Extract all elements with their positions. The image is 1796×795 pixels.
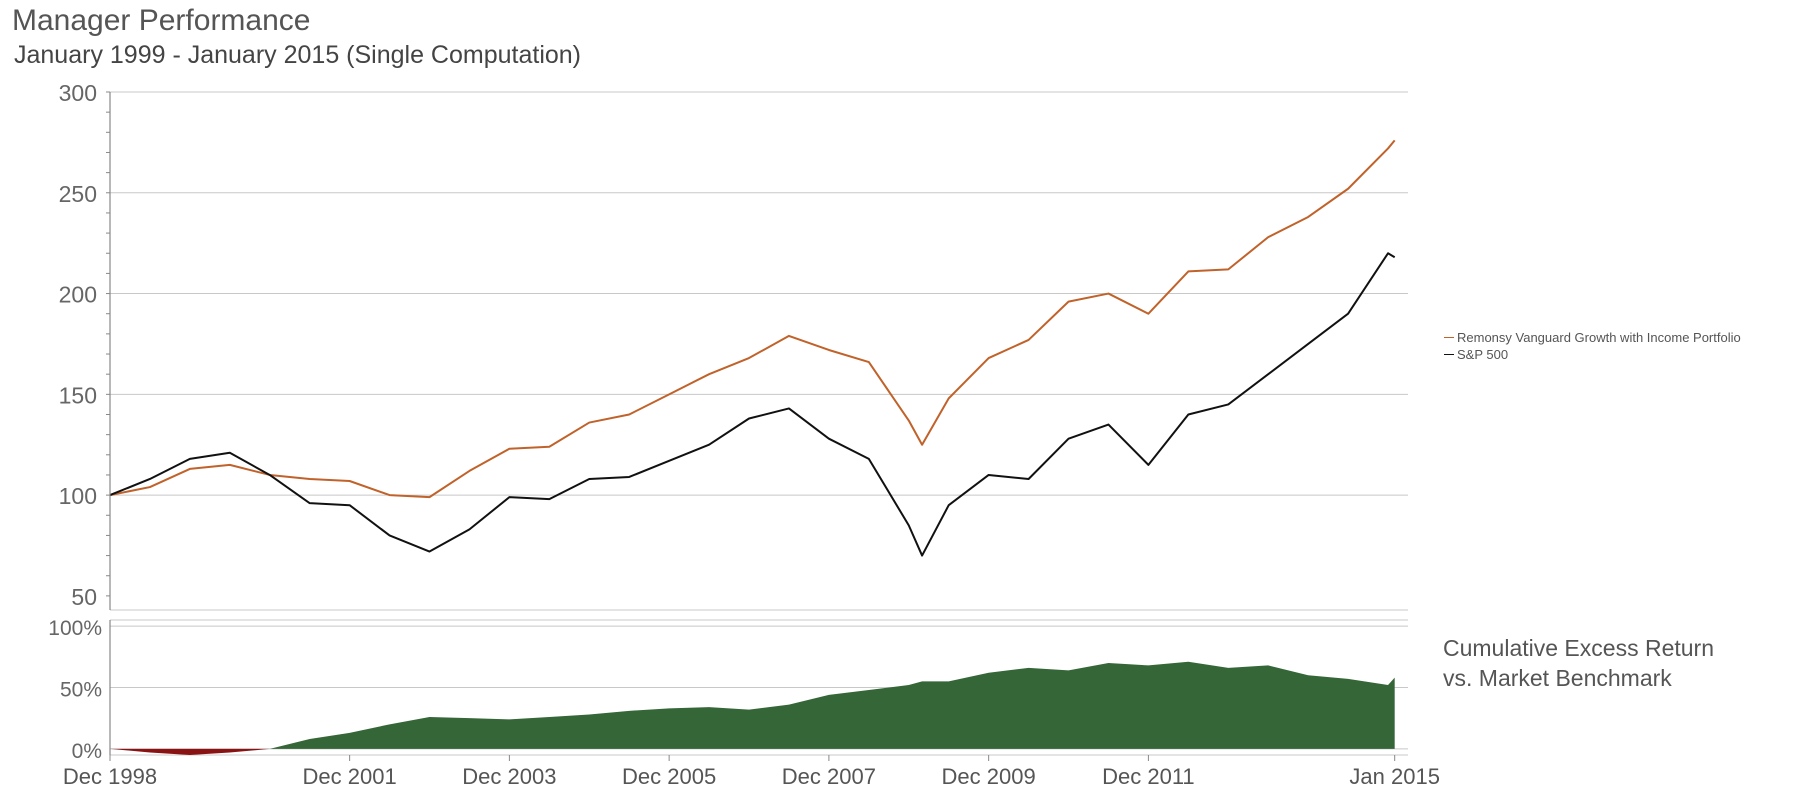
legend-item-portfolio[interactable]: Remonsy Vanguard Growth with Income Port… bbox=[1444, 329, 1741, 346]
series-line-portfolio bbox=[109, 139, 1396, 499]
xtick-label-3: Dec 2005 bbox=[622, 764, 716, 789]
excess-ytick-label-100: 100% bbox=[48, 617, 102, 640]
legend-swatch-portfolio bbox=[1444, 337, 1454, 338]
ytick-label-50: 50 bbox=[71, 584, 97, 610]
ytick-label-200: 200 bbox=[59, 282, 97, 308]
xtick-label-1: Dec 2001 bbox=[303, 764, 397, 789]
legend-label-sp500: S&P 500 bbox=[1457, 347, 1509, 362]
excess-area-positive bbox=[110, 661, 1395, 749]
chart-subtitle: January 1999 - January 2015 (Single Comp… bbox=[14, 41, 582, 69]
excess-ytick-label-50: 50% bbox=[60, 679, 102, 702]
legend: Remonsy Vanguard Growth with Income Port… bbox=[1444, 329, 1741, 363]
axes-group bbox=[106, 91, 1396, 761]
line-series-group bbox=[109, 139, 1396, 557]
excess-label-line2: vs. Market Benchmark bbox=[1443, 665, 1672, 691]
xtick-label-5: Dec 2009 bbox=[942, 764, 1036, 789]
ytick-label-150: 150 bbox=[59, 382, 97, 408]
ytick-label-250: 250 bbox=[59, 181, 97, 207]
main-gridlines bbox=[110, 91, 1408, 611]
excess-ytick-label-0: 0% bbox=[72, 740, 102, 763]
xtick-label-2: Dec 2003 bbox=[462, 764, 556, 789]
excess-area-negative bbox=[110, 748, 1395, 755]
legend-swatch-sp500 bbox=[1444, 354, 1454, 355]
xtick-label-6: Dec 2011 bbox=[1102, 764, 1195, 789]
legend-label-portfolio: Remonsy Vanguard Growth with Income Port… bbox=[1457, 330, 1741, 345]
xtick-label-0: Dec 1998 bbox=[63, 764, 157, 789]
ytick-label-100: 100 bbox=[59, 483, 97, 509]
ytick-label-300: 300 bbox=[59, 80, 97, 106]
series-line-sp500 bbox=[109, 252, 1396, 557]
xtick-label-4: Dec 2007 bbox=[782, 764, 876, 789]
excess-area-group bbox=[110, 661, 1395, 755]
chart-title: Manager Performance bbox=[12, 4, 311, 37]
legend-item-sp500[interactable]: S&P 500 bbox=[1444, 346, 1741, 363]
excess-label-line1: Cumulative Excess Return bbox=[1443, 635, 1714, 661]
xtick-label-7: Jan 2015 bbox=[1349, 764, 1440, 789]
excess-panel-label: Cumulative Excess Return vs. Market Benc… bbox=[1443, 633, 1714, 693]
tick-labels-group: 50 100 150 200 250 300 0% 50% 100% Dec 1998 Dec 20… bbox=[48, 80, 1440, 789]
